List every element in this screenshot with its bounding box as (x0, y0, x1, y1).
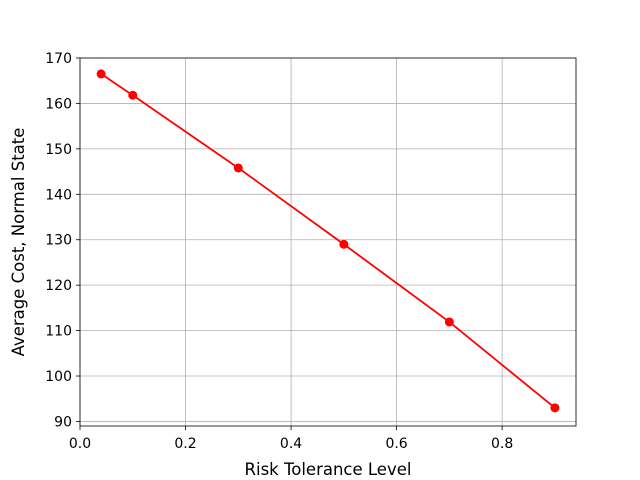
data-point (233, 163, 243, 173)
x-axis-ticks: 0.0 0.2 0.4 0.6 0.8 (69, 426, 513, 452)
y-axis-ticks: 90 100 110 120 130 140 150 160 170 (45, 51, 80, 430)
x-tick-label: 0.2 (174, 436, 196, 452)
y-tick-label: 90 (54, 414, 72, 430)
grid (79, 57, 576, 426)
y-tick-label: 150 (45, 142, 72, 158)
y-tick-label: 160 (45, 96, 72, 112)
series-points (96, 69, 560, 413)
y-tick-label: 130 (45, 233, 72, 249)
series-line (100, 73, 556, 409)
x-tick-label: 0.4 (280, 436, 302, 452)
x-tick-label: 0.0 (69, 436, 91, 452)
data-point (339, 239, 349, 249)
x-tick-label: 0.8 (491, 436, 513, 452)
y-tick-label: 110 (45, 324, 72, 340)
plot-frame (79, 57, 577, 427)
y-tick-label: 120 (45, 278, 72, 294)
series-lines (100, 73, 556, 409)
y-tick-label: 170 (45, 51, 72, 67)
data-point (444, 317, 454, 327)
data-point (128, 90, 138, 100)
x-tick-label: 0.6 (385, 436, 407, 452)
data-point (96, 69, 106, 79)
data-point (550, 403, 560, 413)
y-tick-label: 140 (45, 187, 72, 203)
x-axis-label: Risk Tolerance Level (245, 460, 412, 479)
y-axis-label: Average Cost, Normal State (9, 128, 28, 357)
y-tick-label: 100 (45, 369, 72, 385)
